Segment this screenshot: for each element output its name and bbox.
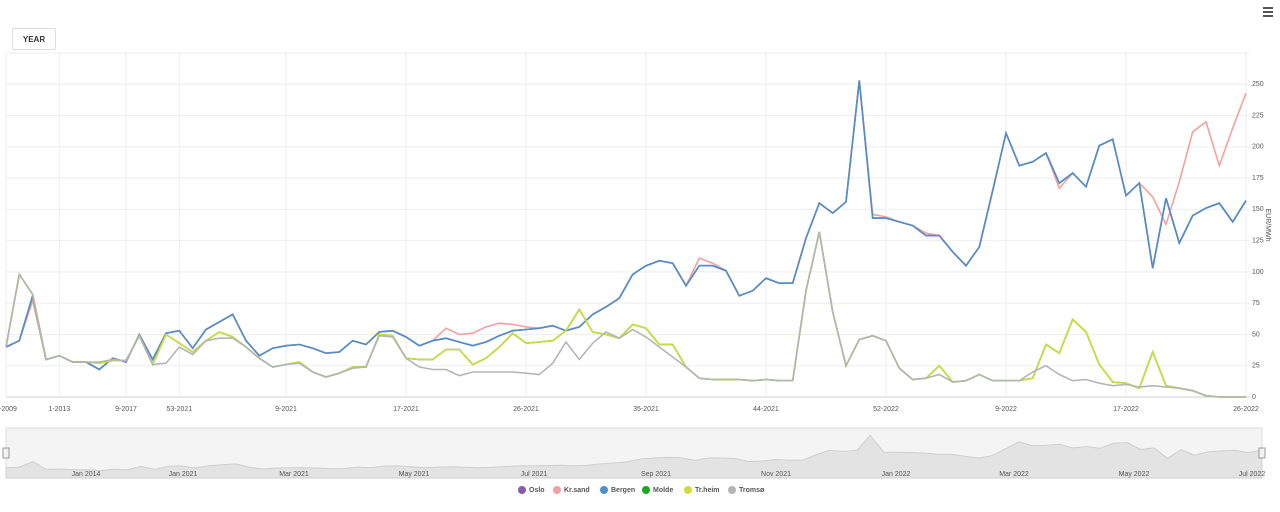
y-tick-label: 200: [1252, 144, 1264, 151]
series-line: [5, 231, 1246, 398]
y-tick-label: 50: [1252, 331, 1260, 338]
legend-marker: [518, 486, 526, 494]
navigator-area: [5, 434, 1263, 479]
navigator-label: Mar 2022: [999, 471, 1029, 478]
x-tick-label: 17-2021: [393, 406, 419, 413]
x-tick-label: 9-2017: [115, 406, 137, 413]
navigator-label: Nov 2021: [761, 471, 791, 478]
series-line: [5, 231, 1246, 398]
y-tick-label: 225: [1252, 112, 1264, 119]
series-line: [5, 231, 1246, 398]
x-tick-label: 1-2013: [48, 406, 70, 413]
navigator-label: Jul 2022: [1239, 471, 1266, 478]
legend-marker: [600, 486, 608, 494]
series-line: [5, 80, 1247, 371]
y-axis-title: EUR/MWh: [1264, 208, 1271, 241]
y-tick-label: 100: [1252, 269, 1264, 276]
y-tick-label: 25: [1252, 363, 1260, 370]
y-tick-label: 175: [1252, 175, 1264, 182]
navigator-handle[interactable]: [1258, 447, 1266, 459]
series-line: [5, 80, 1247, 371]
y-tick-label: 75: [1252, 300, 1260, 307]
legend-marker: [684, 486, 692, 494]
navigator-label: Jan 2022: [882, 471, 911, 478]
legend-label[interactable]: Tr.heim: [695, 487, 720, 494]
menu-icon[interactable]: [1263, 7, 1273, 19]
navigator-label: May 2021: [399, 471, 430, 478]
x-tick-label: 9-2022: [995, 406, 1017, 413]
x-tick-label: 26-2021: [513, 406, 539, 413]
legend-marker: [553, 486, 561, 494]
legend-label[interactable]: Kr.sand: [564, 487, 590, 494]
legend-label[interactable]: Molde: [653, 487, 673, 494]
y-tick-label: 150: [1252, 206, 1264, 213]
navigator-handle[interactable]: [2, 447, 10, 459]
navigator-label: Jan 2021: [169, 471, 198, 478]
navigator-label: Jul 2021: [521, 471, 548, 478]
legend-marker: [642, 486, 650, 494]
y-tick-label: 250: [1252, 81, 1264, 88]
legend-marker: [728, 486, 736, 494]
navigator-label: Mar 2021: [279, 471, 309, 478]
x-tick-label: 53-2021: [166, 406, 192, 413]
x-tick-label: 9-2021: [275, 406, 297, 413]
x-tick-label: 35-2021: [633, 406, 659, 413]
navigator-label: May 2022: [1119, 471, 1150, 478]
y-tick-label: 0: [1252, 394, 1256, 401]
legend-label[interactable]: Tromsø: [739, 487, 765, 494]
x-tick-label: 44-2021: [753, 406, 779, 413]
range-button[interactable]: YEAR: [12, 28, 56, 50]
navigator: [5, 427, 1263, 479]
x-tick-label: 17-2022: [1113, 406, 1139, 413]
navigator-label: Jan 2014: [72, 471, 101, 478]
legend-label[interactable]: Oslo: [529, 487, 545, 494]
y-tick-label: 125: [1252, 237, 1264, 244]
x-tick-label: 1-2009: [0, 406, 17, 413]
series-line: [5, 80, 1247, 371]
legend-label[interactable]: Bergen: [611, 487, 635, 494]
navigator-label: Sep 2021: [641, 471, 671, 478]
x-tick-label: 52-2022: [873, 406, 899, 413]
x-tick-label: 26-2022: [1233, 406, 1259, 413]
